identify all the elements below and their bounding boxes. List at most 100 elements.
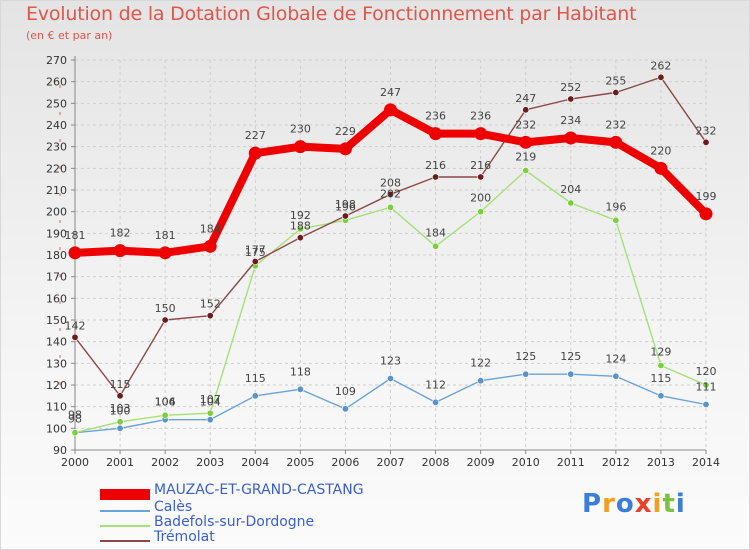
data-label-mauzac-et-grand-castang: 232 xyxy=(515,118,536,131)
y-tick-label: 260 xyxy=(46,76,67,89)
data-point-mauzac-et-grand-castang xyxy=(338,142,352,156)
proxiti-logo: Proxiti xyxy=(582,489,686,519)
data-point-mauzac-et-grand-castang xyxy=(158,246,172,260)
y-tick-label: 220 xyxy=(46,162,67,175)
data-label-cal-s: 100 xyxy=(110,404,131,417)
y-tick-label: 170 xyxy=(46,271,67,284)
series-layer xyxy=(68,73,713,437)
data-point-cal-s xyxy=(702,400,710,408)
data-point-badefols-sur-dordogne xyxy=(522,167,530,175)
data-label-cal-s: 109 xyxy=(335,385,356,398)
data-label-tr-molat: 150 xyxy=(155,302,176,315)
data-point-cal-s xyxy=(522,370,530,378)
data-point-cal-s xyxy=(386,374,394,382)
data-point-tr-molat xyxy=(702,138,710,146)
data-point-tr-molat xyxy=(161,316,169,324)
data-label-tr-molat: 152 xyxy=(200,298,221,311)
data-label-cal-s: 115 xyxy=(650,372,671,385)
data-label-badefols-sur-dordogne: 129 xyxy=(650,346,671,359)
legend-swatch-cales xyxy=(100,510,150,512)
data-point-tr-molat xyxy=(612,89,620,97)
data-label-mauzac-et-grand-castang: 247 xyxy=(380,86,401,99)
data-point-cal-s xyxy=(477,377,485,385)
data-point-mauzac-et-grand-castang xyxy=(429,127,443,141)
data-point-badefols-sur-dordogne xyxy=(206,409,214,417)
data-label-cal-s: 112 xyxy=(425,378,446,391)
legend-swatch-mauzac xyxy=(100,489,150,500)
y-tick-label: 100 xyxy=(46,422,67,435)
y-tick-label: 130 xyxy=(46,357,67,370)
x-tick-label: 2004 xyxy=(241,456,269,469)
data-label-cal-s: 124 xyxy=(605,352,626,365)
data-label-cal-s: 104 xyxy=(200,396,221,409)
x-tick-label: 2005 xyxy=(286,456,314,469)
data-point-mauzac-et-grand-castang xyxy=(113,244,127,258)
logo-letter: t xyxy=(662,489,676,519)
data-point-mauzac-et-grand-castang xyxy=(654,161,668,175)
data-point-mauzac-et-grand-castang xyxy=(248,146,262,160)
data-label-mauzac-et-grand-castang: 227 xyxy=(245,129,266,142)
y-tick-label: 180 xyxy=(46,249,67,262)
logo-letter: i xyxy=(675,489,686,519)
data-label-tr-molat: 115 xyxy=(110,378,131,391)
data-label-mauzac-et-grand-castang: 236 xyxy=(425,110,446,123)
data-point-cal-s xyxy=(432,398,440,406)
data-label-badefols-sur-dordogne: 196 xyxy=(605,200,626,213)
data-label-badefols-sur-dordogne: 219 xyxy=(515,151,536,164)
data-point-badefols-sur-dordogne xyxy=(612,216,620,224)
data-label-mauzac-et-grand-castang: 229 xyxy=(335,125,356,138)
data-point-cal-s xyxy=(612,372,620,380)
data-point-mauzac-et-grand-castang xyxy=(203,239,217,253)
legend-label-mauzac: MAUZAC-ET-GRAND-CASTANG xyxy=(154,482,364,498)
data-label-tr-molat: 247 xyxy=(515,92,536,105)
legend-label-cales: Calès xyxy=(154,499,193,515)
data-label-mauzac-et-grand-castang: 199 xyxy=(696,190,717,203)
data-labels: 98 100 104 104 115 118 109 123 112 122 125 125 124 11… xyxy=(65,59,717,425)
data-point-tr-molat xyxy=(567,95,575,103)
x-tick-label: 2001 xyxy=(106,456,134,469)
data-label-badefols-sur-dordogne: 202 xyxy=(380,187,401,200)
data-point-cal-s xyxy=(251,392,259,400)
data-label-cal-s: 123 xyxy=(380,355,401,368)
data-point-cal-s xyxy=(657,392,665,400)
x-tick-label: 2000 xyxy=(61,456,89,469)
x-tick-label: 2006 xyxy=(331,456,359,469)
x-tick-label: 2011 xyxy=(557,456,585,469)
data-label-mauzac-et-grand-castang: 181 xyxy=(155,229,176,242)
logo-letter: i xyxy=(652,489,663,519)
data-label-cal-s: 115 xyxy=(245,372,266,385)
logo-letter: r xyxy=(602,489,616,519)
data-point-tr-molat xyxy=(206,312,214,320)
y-tick-label: 190 xyxy=(46,227,67,240)
data-label-tr-molat: 216 xyxy=(470,159,491,172)
data-label-mauzac-et-grand-castang: 236 xyxy=(470,110,491,123)
legend-label-tremolat: Trémolat xyxy=(154,529,215,545)
data-label-mauzac-et-grand-castang: 232 xyxy=(605,118,626,131)
data-label-badefols-sur-dordogne: 106 xyxy=(155,395,176,408)
data-point-tr-molat xyxy=(386,190,394,198)
data-label-badefols-sur-dordogne: 204 xyxy=(560,183,581,196)
legend-swatch-badefols xyxy=(100,525,150,527)
data-point-tr-molat xyxy=(251,257,259,265)
data-label-badefols-sur-dordogne: 175 xyxy=(245,246,266,259)
data-label-badefols-sur-dordogne: 200 xyxy=(470,192,491,205)
data-point-mauzac-et-grand-castang xyxy=(474,127,488,141)
data-label-tr-molat: 177 xyxy=(245,244,266,257)
data-label-mauzac-et-grand-castang: 181 xyxy=(65,229,86,242)
data-label-tr-molat: 198 xyxy=(335,198,356,211)
data-point-badefols-sur-dordogne xyxy=(432,242,440,250)
data-label-mauzac-et-grand-castang: 220 xyxy=(650,144,671,157)
data-point-cal-s xyxy=(567,370,575,378)
x-tick-label: 2010 xyxy=(512,456,540,469)
y-tick-label: 230 xyxy=(46,141,67,154)
data-label-tr-molat: 255 xyxy=(605,75,626,88)
data-point-mauzac-et-grand-castang xyxy=(519,135,533,149)
x-tick-label: 2003 xyxy=(196,456,224,469)
x-tick-label: 2012 xyxy=(602,456,630,469)
data-label-badefols-sur-dordogne: 120 xyxy=(696,365,717,378)
data-label-tr-molat: 252 xyxy=(560,81,581,94)
data-label-badefols-sur-dordogne: 196 xyxy=(335,200,356,213)
data-point-cal-s xyxy=(341,405,349,413)
y-tick-label: 140 xyxy=(46,336,67,349)
